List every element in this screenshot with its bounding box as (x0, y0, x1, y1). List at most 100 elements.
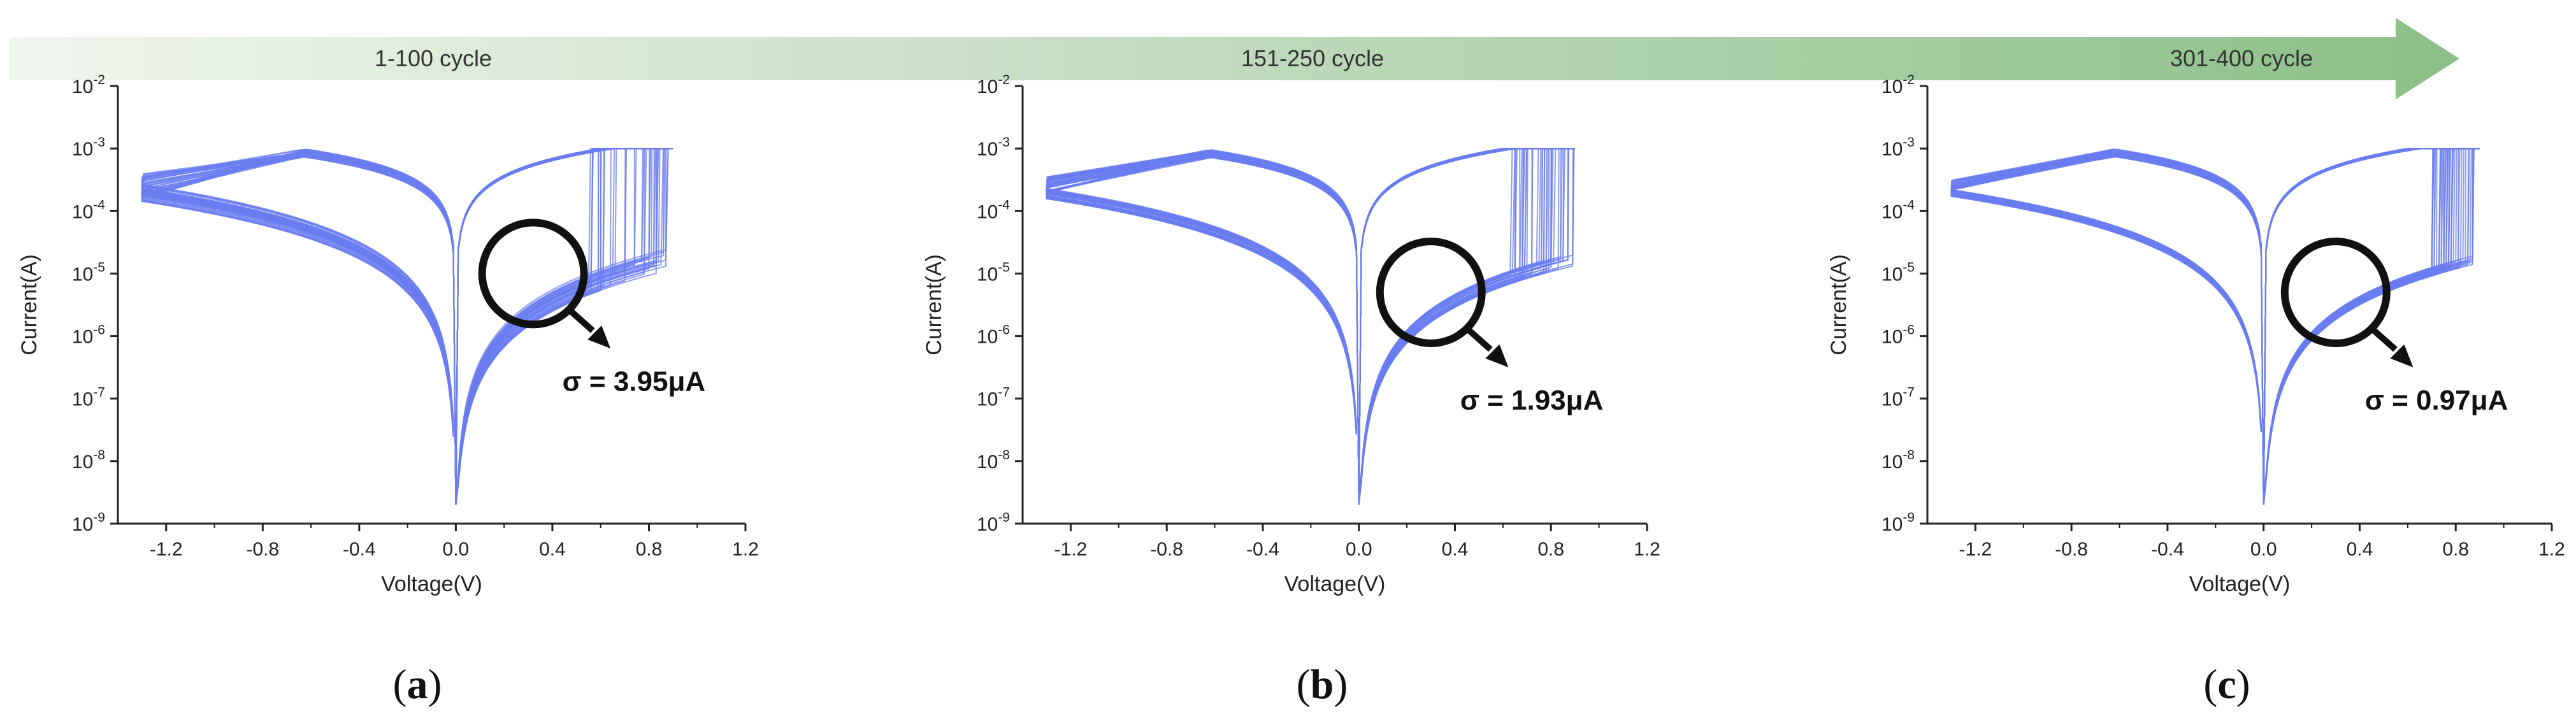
x-tick-label-c-3: 0.0 (2250, 539, 2277, 560)
iv-curve-c-7 (1950, 148, 2480, 505)
iv-curve-c-21 (1950, 148, 2480, 505)
iv-curve-b-17 (1046, 148, 1575, 505)
iv-curve-b-15 (1046, 148, 1575, 505)
highlight-circle-a (478, 218, 588, 329)
iv-curve-c-12 (1950, 148, 2480, 505)
iv-curve-a-3 (141, 148, 673, 505)
iv-curve-b-24 (1046, 148, 1575, 505)
x-tick-label-a-3: 0.0 (443, 539, 470, 560)
iv-curve-a-20 (141, 148, 673, 505)
iv-curve-a-32 (140, 148, 673, 505)
iv-curve-a-17 (141, 148, 673, 505)
iv-curve-c-10 (1950, 148, 2480, 505)
iv-curve-c-3 (1950, 148, 2480, 505)
iv-curve-c-5 (1950, 148, 2480, 505)
iv-curve-c-39 (1950, 148, 2480, 505)
iv-curve-b-8 (1046, 148, 1575, 505)
iv-curve-a-18 (141, 148, 673, 505)
iv-curve-c-34 (1950, 148, 2480, 505)
iv-curve-b-36 (1046, 148, 1575, 505)
panel-label-a: (a) (393, 661, 442, 708)
y-tick-label-c-0: 10-9 (1882, 510, 1915, 535)
sigma-annotation-a: σ = 3.95μA (478, 218, 705, 397)
iv-curve-b-31 (1044, 148, 1575, 505)
iv-curve-c-14 (1950, 148, 2480, 505)
iv-curve-b-21 (1046, 148, 1575, 505)
iv-curve-b-30 (1046, 148, 1575, 505)
iv-curve-b-32 (1046, 148, 1575, 505)
iv-curve-a-22 (141, 148, 673, 505)
iv-curve-a-31 (141, 148, 673, 505)
iv-curve-a-14 (141, 148, 673, 505)
iv-curve-c-26 (1950, 148, 2480, 505)
y-tick-label-b-3: 10-6 (977, 323, 1010, 348)
iv-curve-b-13 (1045, 148, 1575, 505)
marker-arrow-head-a (587, 326, 611, 349)
iv-curve-a-4 (141, 148, 673, 505)
iv-curve-c-18 (1950, 148, 2480, 505)
y-tick-label-a-5: 10-4 (72, 197, 105, 222)
iv-curve-c-40 (1950, 148, 2480, 505)
arrow-label-2: 151-250 cycle (1241, 45, 1384, 71)
iv-curve-c-19 (1950, 148, 2480, 505)
iv-curve-b-20 (1046, 148, 1575, 505)
iv-curve-c-15 (1950, 148, 2480, 505)
iv-curve-b-3 (1046, 148, 1575, 505)
panel-paren-open-c: ( (2203, 661, 2217, 708)
panel-paren-open-b: ( (1297, 661, 1311, 708)
marker-arrow-head-c (2390, 344, 2414, 368)
x-tick-label-b-1: -0.8 (1150, 539, 1183, 560)
iv-curve-a-6 (141, 148, 673, 505)
x-tick-label-b-0: -1.2 (1054, 539, 1088, 560)
iv-curve-a-1 (141, 148, 673, 505)
x-tick-label-c-0: -1.2 (1959, 539, 1992, 560)
axis-title-y-a: Current(A) (17, 254, 41, 355)
iv-curve-b-1 (1046, 148, 1575, 505)
iv-curve-a-13 (140, 148, 673, 505)
iv-curve-a-16 (141, 148, 673, 505)
y-tick-label-a-0: 10-9 (72, 510, 105, 535)
y-tick-label-b-6: 10-3 (977, 135, 1010, 160)
iv-curve-a-21 (141, 148, 673, 505)
iv-curve-a-10 (141, 148, 673, 505)
progress-arrow-shape (10, 18, 2459, 99)
x-tick-label-b-5: 0.8 (1537, 539, 1564, 560)
iv-curves-b (1044, 148, 1575, 505)
iv-curve-a-11 (141, 148, 673, 505)
y-tick-label-a-3: 10-6 (72, 323, 105, 348)
x-tick-label-b-2: -0.4 (1246, 539, 1279, 560)
x-tick-label-b-3: 0.0 (1346, 539, 1372, 560)
iv-curve-b-4 (1046, 148, 1575, 505)
iv-curve-a-39 (141, 148, 673, 505)
chart-panel-b: -1.2 -0.8 -0.4 0.0 0.4 0.8 1.2 10-9 10-8 10-7 10-6… (922, 73, 1660, 708)
iv-curves-a (140, 148, 673, 505)
iv-curve-a-5 (141, 148, 673, 505)
iv-curve-c-30 (1950, 148, 2480, 505)
iv-curve-c-2 (1950, 148, 2480, 505)
axis-title-x-b: Voltage(V) (1284, 572, 1386, 596)
panel-letter-a: a (407, 661, 428, 708)
y-tick-label-a-6: 10-3 (72, 135, 105, 160)
iv-curve-b-11 (1046, 148, 1575, 505)
iv-curve-c-28 (1950, 148, 2480, 505)
highlight-circle-b (1376, 237, 1486, 347)
iv-curve-b-22 (1046, 148, 1575, 505)
iv-curve-b-25 (1046, 148, 1575, 505)
iv-curve-b-23 (1046, 148, 1575, 505)
iv-curve-a-30 (141, 148, 673, 505)
iv-curve-b-16 (1046, 148, 1575, 505)
iv-curve-c-11 (1950, 148, 2480, 505)
iv-curve-b-18 (1046, 148, 1575, 505)
iv-curve-a-27 (141, 148, 673, 505)
cycle-progress-arrow: 1-100 cycle 151-250 cycle 301-400 cycle (10, 18, 2459, 99)
y-tick-label-a-1: 10-8 (72, 448, 105, 473)
iv-curve-b-39 (1046, 148, 1575, 505)
sigma-annotation-c: σ = 0.97μA (2280, 237, 2508, 416)
iv-curve-a-7 (141, 148, 673, 505)
panel-paren-close-b: ) (1334, 661, 1348, 708)
iv-curve-a-40 (141, 148, 673, 505)
highlight-circle-c (2280, 237, 2391, 347)
y-tick-label-a-7: 10-2 (72, 73, 105, 97)
x-tick-label-c-6: 1.2 (2538, 539, 2565, 560)
